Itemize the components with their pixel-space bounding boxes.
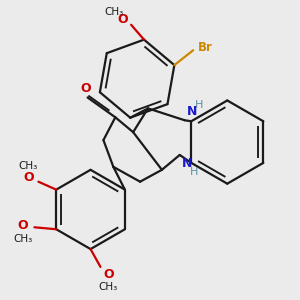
Text: CH₃: CH₃ bbox=[13, 234, 32, 244]
Text: H: H bbox=[195, 100, 203, 110]
Text: O: O bbox=[80, 82, 91, 94]
Text: CH₃: CH₃ bbox=[105, 7, 124, 17]
Text: H: H bbox=[190, 167, 198, 177]
Text: CH₃: CH₃ bbox=[19, 161, 38, 171]
Text: O: O bbox=[23, 171, 34, 184]
Text: O: O bbox=[118, 13, 128, 26]
Text: N: N bbox=[187, 105, 197, 118]
Text: O: O bbox=[17, 219, 28, 232]
Text: N: N bbox=[182, 157, 192, 170]
Text: Br: Br bbox=[198, 41, 213, 54]
Text: O: O bbox=[103, 268, 114, 281]
Text: CH₃: CH₃ bbox=[99, 282, 118, 292]
